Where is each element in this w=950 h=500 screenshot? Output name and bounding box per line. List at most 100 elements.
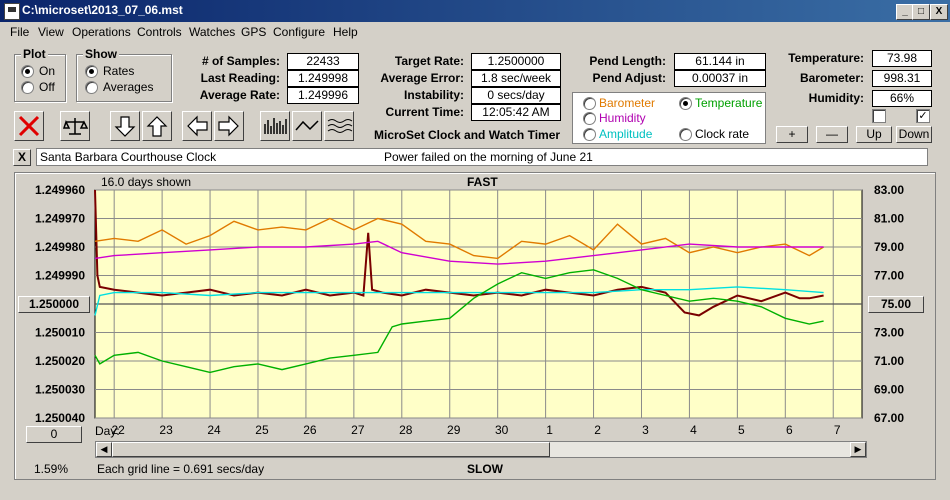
barometer-radio[interactable] bbox=[583, 97, 596, 110]
x-tick: 4 bbox=[690, 423, 697, 437]
wave-view-button[interactable] bbox=[324, 111, 354, 141]
title-bar: C:\microset\2013_07_06.mst _ □ X bbox=[0, 0, 950, 22]
chart-panel: 16.0 days shown FAST SLOW 1.59% Each gri… bbox=[14, 172, 936, 480]
barometer-option-label: Barometer bbox=[599, 96, 656, 110]
humidity-value: 66% bbox=[872, 90, 932, 107]
time-scrollbar[interactable]: ◀ ▶ bbox=[95, 441, 867, 458]
app-caption: MicroSet Clock and Watch Timer bbox=[374, 128, 561, 142]
average-error-label: Average Error: bbox=[380, 71, 464, 85]
temperature-radio[interactable] bbox=[679, 97, 692, 110]
up-arrow-button[interactable] bbox=[142, 111, 172, 141]
reset-offset-button[interactable]: 0 bbox=[26, 426, 82, 443]
arrow-right-icon bbox=[218, 115, 239, 137]
scroll-thumb[interactable] bbox=[112, 442, 550, 457]
menu-help[interactable]: Help bbox=[333, 25, 358, 39]
temperature-option-label: Temperature bbox=[695, 96, 763, 110]
line-view-button[interactable] bbox=[292, 111, 322, 141]
line-graph-icon bbox=[295, 120, 319, 131]
center-rate-button[interactable]: 1.250000 bbox=[18, 296, 90, 313]
instability-label: Instability: bbox=[403, 88, 464, 102]
y-left-tick: 1.250040 bbox=[35, 411, 85, 425]
center-env-button[interactable]: 75.00 bbox=[868, 296, 924, 313]
balance-button[interactable] bbox=[60, 111, 90, 141]
stop-button[interactable] bbox=[14, 111, 44, 141]
show-rates-label: Rates bbox=[103, 64, 135, 78]
plot-on-radio[interactable] bbox=[21, 65, 34, 78]
x-tick: 27 bbox=[351, 423, 365, 437]
amplitude-radio[interactable] bbox=[583, 128, 596, 141]
humidity-radio[interactable] bbox=[583, 112, 596, 125]
menu-bar: File View Operations Controls Watches GP… bbox=[0, 22, 950, 42]
x-tick: 22 bbox=[111, 423, 125, 437]
env-checkbox-2[interactable]: ✓ bbox=[916, 109, 930, 123]
close-window-button[interactable]: X bbox=[930, 4, 948, 20]
right-arrow-button[interactable] bbox=[214, 111, 244, 141]
y-right-tick: 73.00 bbox=[874, 326, 904, 340]
red-x-icon bbox=[18, 115, 40, 137]
scroll-left-arrow-icon[interactable]: ◀ bbox=[96, 442, 112, 457]
menu-configure[interactable]: Configure bbox=[273, 25, 326, 39]
samples-value: 22433 bbox=[287, 53, 359, 70]
window-title: C:\microset\2013_07_06.mst bbox=[22, 3, 183, 17]
series-select-box: Barometer Temperature Humidity Amplitude… bbox=[572, 92, 766, 144]
menu-controls[interactable]: Controls bbox=[137, 25, 182, 39]
menu-gps[interactable]: GPS bbox=[241, 25, 267, 39]
pend-length-label: Pend Length: bbox=[589, 54, 666, 68]
note-field[interactable]: Santa Barbara Courthouse Clock Power fai… bbox=[36, 148, 928, 166]
bars-view-button[interactable] bbox=[260, 111, 290, 141]
scale-plus-button[interactable]: + bbox=[776, 126, 808, 143]
x-tick: 23 bbox=[159, 423, 173, 437]
amplitude-option-label: Amplitude bbox=[599, 127, 653, 141]
x-tick: 26 bbox=[303, 423, 317, 437]
grid-note: Each grid line = 0.691 secs/day bbox=[97, 462, 265, 476]
y-right-tick: 81.00 bbox=[874, 212, 904, 226]
series-barometer bbox=[94, 217, 824, 260]
scroll-right-arrow-icon[interactable]: ▶ bbox=[850, 442, 866, 457]
x-tick: 2 bbox=[594, 423, 601, 437]
show-group: Show Rates Averages bbox=[76, 47, 172, 102]
series-temperature bbox=[94, 269, 824, 374]
pend-adjust-value: 0.00037 in bbox=[674, 70, 766, 87]
env-checkbox-1[interactable] bbox=[872, 109, 886, 123]
target-rate-label: Target Rate: bbox=[394, 54, 464, 68]
slow-label: SLOW bbox=[467, 462, 503, 476]
samples-label: # of Samples: bbox=[201, 54, 280, 68]
scale-minus-button[interactable]: — bbox=[816, 126, 848, 143]
show-rates-radio[interactable] bbox=[85, 65, 98, 78]
clock-name: Santa Barbara Courthouse Clock bbox=[40, 150, 217, 164]
plot-group-title: Plot bbox=[21, 47, 48, 61]
scale-up-button[interactable]: Up bbox=[856, 126, 892, 143]
menu-watches[interactable]: Watches bbox=[189, 25, 236, 39]
plot-off-radio[interactable] bbox=[21, 81, 34, 94]
maximize-button[interactable]: □ bbox=[912, 4, 930, 20]
y-left-tick: 1.249970 bbox=[35, 212, 85, 226]
humidity-label: Humidity: bbox=[808, 91, 864, 105]
last-reading-label: Last Reading: bbox=[200, 71, 280, 85]
y-left-tick: 1.249960 bbox=[35, 183, 85, 197]
average-rate-value: 1.249996 bbox=[287, 87, 359, 104]
series-amplitude bbox=[94, 286, 824, 316]
menu-view[interactable]: View bbox=[38, 25, 64, 39]
target-rate-value: 1.2500000 bbox=[471, 53, 561, 70]
series-humidity bbox=[94, 240, 824, 265]
wave-icon bbox=[327, 119, 353, 133]
note-text: Power failed on the morning of June 21 bbox=[384, 150, 593, 164]
scale-down-button[interactable]: Down bbox=[896, 126, 932, 143]
menu-file[interactable]: File bbox=[10, 25, 30, 39]
last-reading-value: 1.249998 bbox=[287, 70, 359, 87]
current-time-label: Current Time: bbox=[385, 105, 464, 119]
y-right-tick: 69.00 bbox=[874, 383, 904, 397]
humidity-option-label: Humidity bbox=[599, 111, 646, 125]
down-arrow-button[interactable] bbox=[110, 111, 140, 141]
scale-balance-icon bbox=[62, 118, 89, 135]
y-right-tick: 67.00 bbox=[874, 411, 904, 425]
menu-operations[interactable]: Operations bbox=[72, 25, 131, 39]
left-arrow-button[interactable] bbox=[182, 111, 212, 141]
y-right-tick: 83.00 bbox=[874, 183, 904, 197]
pend-adjust-label: Pend Adjust: bbox=[592, 71, 666, 85]
pend-length-value: 61.144 in bbox=[674, 53, 766, 70]
show-averages-radio[interactable] bbox=[85, 81, 98, 94]
clear-note-button[interactable]: X bbox=[13, 149, 31, 166]
clock-rate-radio[interactable] bbox=[679, 128, 692, 141]
